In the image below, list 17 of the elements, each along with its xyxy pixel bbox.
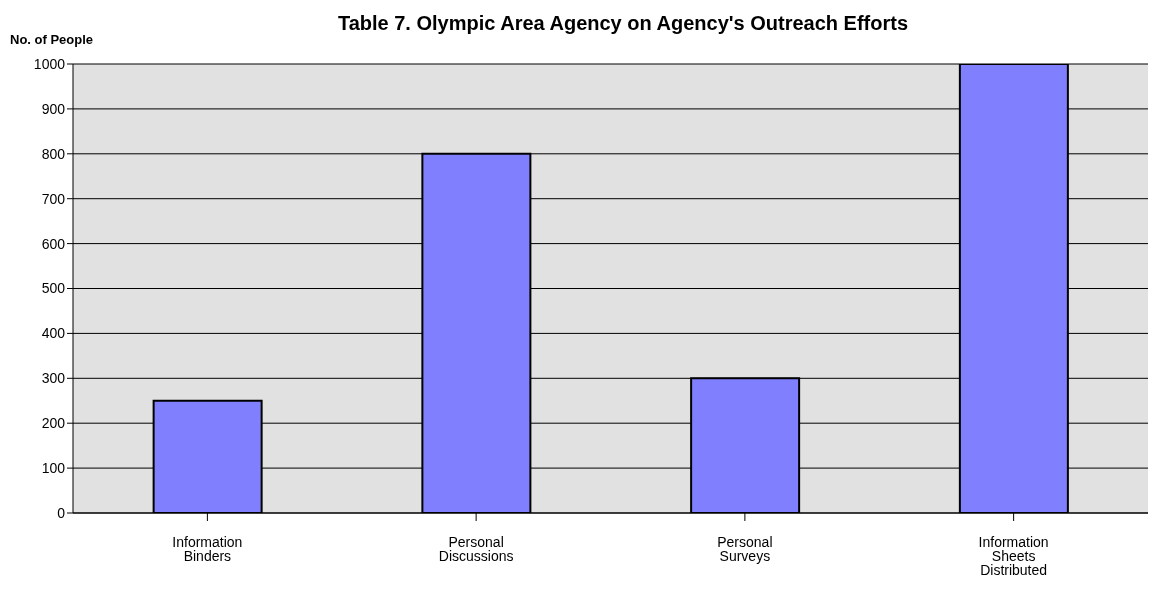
y-tick-label: 400	[41, 325, 66, 342]
y-axis-title: No. of People	[10, 32, 94, 47]
y-tick-label: 100	[41, 460, 66, 477]
y-tick-label: 200	[41, 415, 66, 432]
y-tick-label: 1000	[33, 55, 66, 72]
y-tick-label: 300	[41, 370, 66, 387]
x-tick-label: Personal Surveys	[717, 533, 773, 564]
y-tick-label: 0	[57, 504, 66, 521]
x-tick-label: Personal Discussions	[438, 533, 514, 564]
y-tick-label: 600	[41, 235, 66, 252]
x-tick-label: Information Sheets Distributed	[978, 533, 1049, 578]
y-tick-label: 900	[41, 100, 66, 117]
chart-title: Table 7. Olympic Area Agency on Agency's Outreach Efforts	[336, 12, 910, 35]
y-tick-label: 700	[41, 190, 66, 207]
y-tick-label: 800	[41, 145, 66, 162]
x-tick-label: Information Binders	[172, 533, 243, 564]
y-tick-label: 500	[41, 280, 66, 297]
